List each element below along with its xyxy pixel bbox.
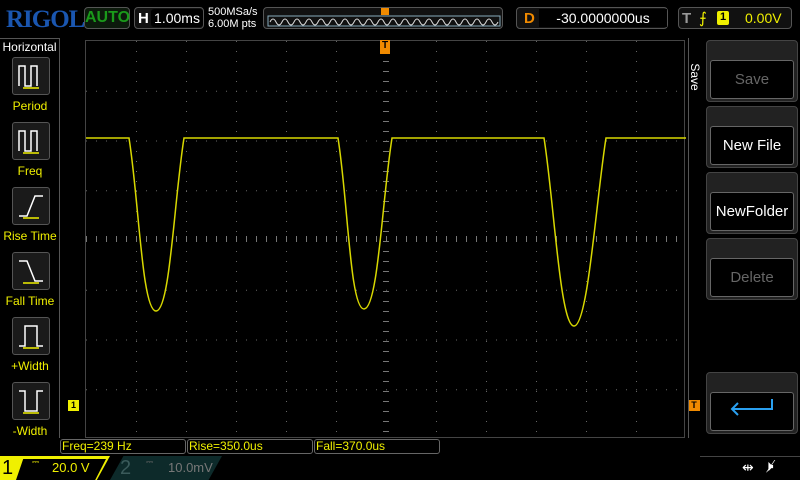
ch2-indicator[interactable] [110,456,222,480]
ch1-scale[interactable]: 20.0 V [52,460,90,475]
channel-bar: 1 ⎓ 20.0 V 2 ⎓ 10.0mV ⇹ 🕨̸ [0,456,800,480]
mute-icon[interactable]: 🕨̸ [764,458,774,475]
timebase-value: 1.00ms [151,9,203,27]
ch1-trace [86,137,686,327]
measurement-fall: Fall=370.0us [314,439,440,454]
trigger-display[interactable]: T ⨍ 1 0.00V [678,7,792,29]
memory-waveform-icon [267,8,501,27]
save-menu-title: Save [688,63,702,91]
trigger-label: T [682,10,692,27]
save-menu-button-newfile[interactable]: New File [706,106,798,168]
trigger-level: 0.00V [745,10,782,26]
save-menu-button-label: New File [710,126,794,165]
trigger-source: 1 [717,11,729,25]
measure-button-rise-time[interactable] [12,187,50,225]
measurement-rise: Rise=350.0us [187,439,313,454]
ch1-number: 1 [2,457,14,479]
minus-width-icon [19,390,43,414]
save-menu-button-delete[interactable]: Delete [706,238,798,300]
measure-label-plus-width: +Width [11,359,49,373]
save-menu-button-newfolder[interactable]: NewFolder [706,172,798,234]
rise-time-icon [19,195,43,219]
back-button[interactable] [706,372,798,434]
measure-menu-title: Horizontal [2,40,57,54]
memory-overview[interactable] [263,7,503,29]
measure-label-freq: Freq [17,164,43,178]
save-menu-button-save[interactable]: Save [706,40,798,102]
measure-label-rise-time: Rise Time [3,229,57,243]
return-arrow-icon [730,399,773,416]
sample-rate: 500MSa/s [208,6,258,18]
measure-button-period[interactable] [12,57,50,95]
memory-depth: 6.00M pts [208,18,257,30]
ch2-scale[interactable]: 10.0mV [168,460,213,475]
usb-icon: ⇹ [742,459,754,475]
ch2-coupling-icon: ⎓ [146,457,154,467]
measure-button-minus-width[interactable] [12,382,50,420]
delay-display[interactable]: D -30.0000000us [516,7,668,29]
ch1-coupling-icon: ⎓ [32,457,40,467]
measure-button-freq[interactable] [12,122,50,160]
waveform-display[interactable] [85,40,686,438]
delay-label: D [524,10,535,27]
timebase-display[interactable]: H 1.00ms [134,7,204,29]
save-menu-button-label: Delete [710,258,794,297]
graticule [86,41,686,432]
save-menu-button-label: Save [710,60,794,99]
timebase-label: H [138,10,149,27]
delay-value: -30.0000000us [539,9,667,27]
plus-width-icon [19,325,43,349]
trigger-position-marker[interactable]: T [380,40,390,54]
period-icon [18,65,39,89]
measure-button-plus-width[interactable] [12,317,50,355]
measure-button-fall-time[interactable] [12,252,50,290]
acquisition-info: 500MSa/s 6.00M pts [208,6,258,30]
trigger-level-marker[interactable]: T [688,400,700,411]
fall-time-icon [19,260,43,284]
rising-edge-icon: ⨍ [699,10,707,27]
ch2-number: 2 [120,457,132,479]
measure-menu: Horizontal Period Freq Rise Time Fall Time +… [0,38,60,438]
measure-label-period: Period [12,99,48,113]
rigol-logo: RIGOL [6,6,85,33]
freq-icon [18,130,39,154]
run-status-button[interactable]: AUTO [84,7,130,29]
measure-label-fall-time: Fall Time [5,294,55,308]
measurement-freq: Freq=239 Hz [60,439,186,454]
save-menu: Save Save New File NewFolder Delete [688,38,800,438]
ch1-ground-marker[interactable]: 1 [68,400,79,411]
measure-label-minus-width: -Width [12,424,48,438]
save-menu-button-label: NewFolder [710,192,794,231]
